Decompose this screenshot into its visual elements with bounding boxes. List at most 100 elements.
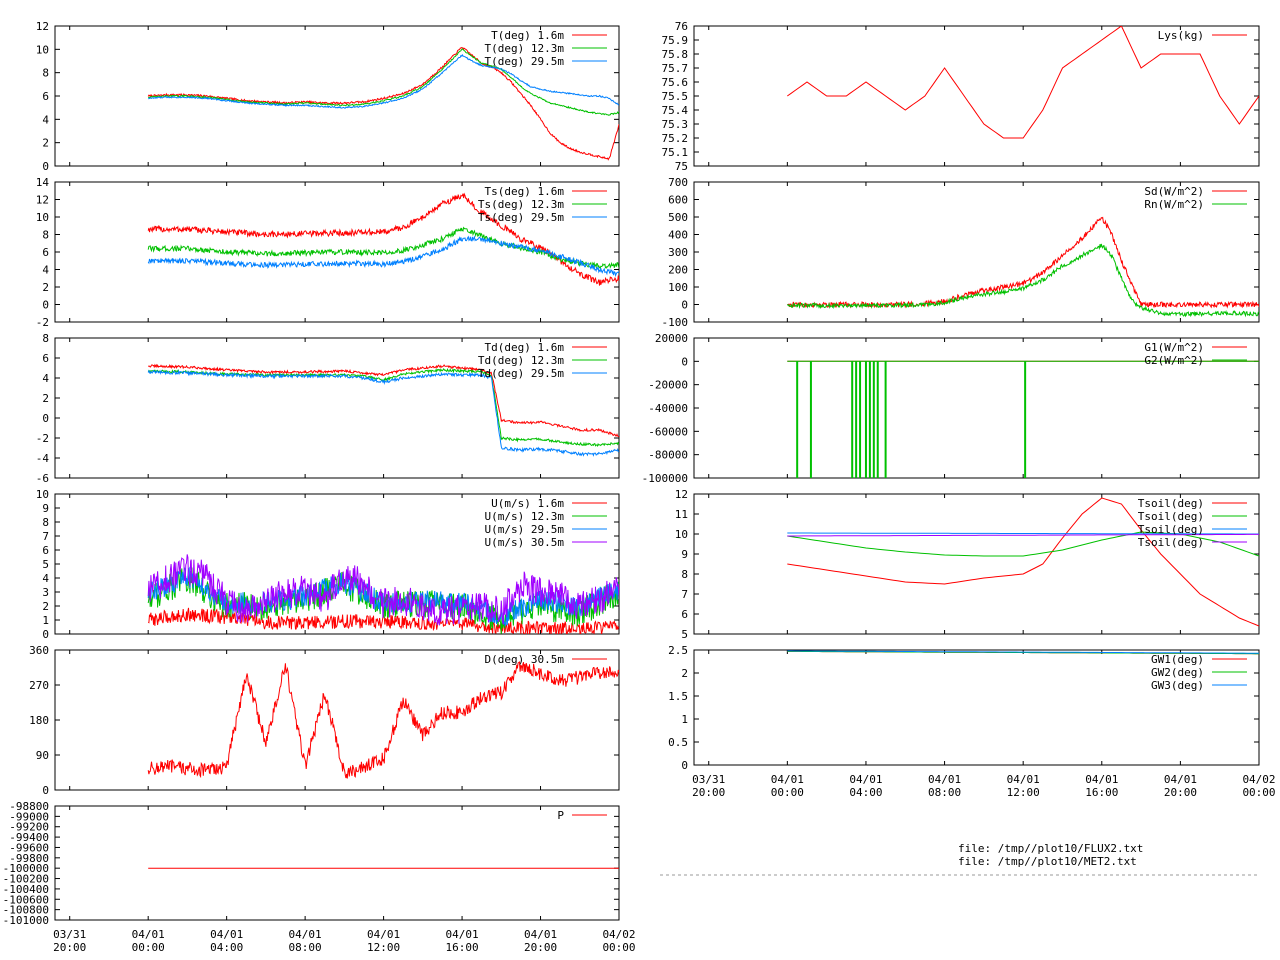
- y-tick-label: 75.2: [662, 132, 689, 145]
- series-line: [787, 533, 1259, 537]
- y-tick-label: 7: [42, 530, 49, 543]
- legend-label: Ts(deg) 12.3m: [478, 198, 564, 211]
- y-tick-label: 9: [681, 548, 688, 561]
- y-tick-label: -100600: [3, 893, 49, 906]
- legend-label: Td(deg) 29.5m: [478, 367, 564, 380]
- file-label-met: file: /tmp//plot10/MET2.txt: [958, 855, 1137, 868]
- y-tick-label: 10: [675, 528, 688, 541]
- y-tick-label: 3: [42, 586, 49, 599]
- series-line: [147, 363, 619, 438]
- y-tick-label: -101000: [3, 914, 49, 927]
- y-tick-label: -98800: [9, 800, 49, 813]
- x-tick-time: 20:00: [692, 786, 725, 799]
- legend-label: Ts(deg) 1.6m: [485, 185, 565, 198]
- y-tick-label: 6: [42, 90, 49, 103]
- y-tick-label: 4: [42, 372, 49, 385]
- series-line: [147, 192, 619, 286]
- y-tick-label: -100: [662, 316, 689, 329]
- panel-groundwater: 0 0.5 1 1.5 2 2.5 GW1(deg)GW2(deg)GW3(deg): [668, 644, 1260, 772]
- plot-frame: [54, 337, 620, 479]
- y-tick-label: 6: [681, 608, 688, 621]
- y-tick-label: 75.7: [662, 62, 689, 75]
- y-tick-label: 6: [42, 352, 49, 365]
- y-tick-label: 2: [42, 600, 49, 613]
- x-tick-date: 04/01: [445, 928, 478, 941]
- y-tick-label: -80000: [648, 449, 688, 462]
- x-tick-date: 04/01: [524, 928, 557, 941]
- y-tick-label: -2: [36, 432, 49, 445]
- y-tick-label: 1.5: [668, 690, 688, 703]
- series-line: [786, 243, 1259, 318]
- y-tick-label: 9: [42, 502, 49, 515]
- y-tick-label: 12: [675, 488, 688, 501]
- x-tick-date: 04/01: [1164, 773, 1197, 786]
- series-line: [787, 216, 1259, 309]
- series-line: [147, 554, 619, 626]
- x-tick-date: 04/01: [1007, 773, 1040, 786]
- legend-label: GW2(deg): [1151, 666, 1204, 679]
- y-tick-label: 7: [681, 588, 688, 601]
- y-tick-label: 2: [42, 281, 49, 294]
- y-tick-label: 180: [29, 714, 49, 727]
- y-tick-label: 0: [42, 299, 49, 312]
- x-tick-time: 20:00: [524, 941, 557, 954]
- y-tick-label: 0: [42, 628, 49, 641]
- x-tick-date: 04/01: [367, 928, 400, 941]
- y-tick-label: 5: [42, 558, 49, 571]
- y-tick-label: 75.5: [662, 90, 689, 103]
- y-tick-label: 90: [36, 749, 49, 762]
- legend-label: G1(W/m^2): [1144, 341, 1204, 354]
- y-tick-label: 12: [36, 20, 49, 33]
- x-tick-time: 00:00: [1242, 786, 1275, 799]
- y-tick-label: -4: [36, 452, 50, 465]
- panel-wind-dir: 0 90 180 270 360 D(deg) 30.5m: [29, 644, 620, 797]
- panel-soil-flux: -100000 -80000 -60000 -40000 -20000 0 20000 G1(…: [642, 332, 1260, 485]
- x-tick-date: 04/02: [1242, 773, 1275, 786]
- y-tick-label: 4: [42, 572, 49, 585]
- charts-group: 0 2 4 6 8 10 12 T(deg) 1.6mT(deg) 12.3mT(deg) 2…: [3, 20, 1260, 927]
- x-tick-date: 04/01: [210, 928, 243, 941]
- x-tick-date: 04/01: [771, 773, 804, 786]
- series-line: [147, 369, 619, 457]
- legend-label: Ts(deg) 29.5m: [478, 211, 564, 224]
- y-tick-label: -6: [36, 472, 49, 485]
- series-line: [147, 235, 619, 278]
- y-tick-label: 75.3: [662, 118, 689, 131]
- y-tick-label: 4: [42, 113, 49, 126]
- series-line: [147, 47, 619, 161]
- legend-label: U(m/s) 30.5m: [485, 536, 565, 549]
- panel-soil-temp: 56789101112Tsoil(deg)Tsoil(deg)Tsoil(deg…: [675, 488, 1260, 641]
- y-tick-label: -100800: [3, 904, 49, 917]
- y-tick-label: 75: [675, 160, 688, 173]
- x-tick-time: 16:00: [1085, 786, 1118, 799]
- legend-label: T(deg) 12.3m: [485, 42, 565, 55]
- y-tick-label: 2: [42, 137, 49, 150]
- y-tick-label: 11: [675, 508, 688, 521]
- y-tick-label: 10: [36, 211, 49, 224]
- legend-label: G2(W/m^2): [1144, 354, 1204, 367]
- y-tick-label: 8: [42, 332, 49, 345]
- y-tick-label: 2.5: [668, 644, 688, 657]
- x-tick-time: 00:00: [602, 941, 635, 954]
- x-tick-time: 08:00: [289, 941, 322, 954]
- y-tick-label: 8: [42, 67, 49, 80]
- legend-label: U(m/s) 1.6m: [491, 497, 564, 510]
- legend-label: Td(deg) 1.6m: [485, 341, 565, 354]
- legend-label: T(deg) 1.6m: [491, 29, 564, 42]
- legend-label: Sd(W/m^2): [1144, 185, 1204, 198]
- series-line: [148, 48, 619, 116]
- series-line: [787, 532, 1259, 535]
- y-tick-label: 0: [42, 160, 49, 173]
- legend-label: Rn(W/m^2): [1144, 198, 1204, 211]
- y-tick-label: 360: [29, 644, 49, 657]
- y-tick-label: 12: [36, 194, 49, 207]
- legend-label: P: [557, 809, 564, 822]
- y-tick-label: 14: [36, 176, 50, 189]
- legend-label: T(deg) 29.5m: [485, 55, 565, 68]
- y-tick-label: 8: [681, 568, 688, 581]
- x-tick-time: 20:00: [53, 941, 86, 954]
- y-tick-label: 200: [668, 264, 688, 277]
- y-tick-label: -99600: [9, 841, 49, 854]
